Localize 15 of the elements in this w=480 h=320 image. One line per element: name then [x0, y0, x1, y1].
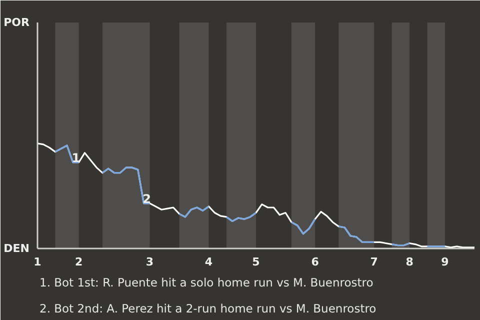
text: POR	[4, 16, 30, 29]
annotation: 2	[142, 192, 151, 206]
text: DEN	[4, 242, 30, 255]
x-tick-label: 9	[441, 256, 449, 268]
x-tick-label: 4	[204, 256, 213, 268]
x-tick-label: 2	[75, 256, 83, 268]
x-tick-label: 6	[311, 256, 320, 268]
text: 2. Bot 2nd: A. Perez hit a 2-run home run vs M. Buenrostro	[40, 302, 376, 316]
x-tick-label: 5	[252, 256, 260, 268]
x-tick-label: 3	[146, 256, 154, 268]
annotation: 1	[72, 150, 80, 165]
text: 1. Bot 1st: R. Puente hit a solo home run vs M. Buenrostro	[40, 276, 374, 290]
x-tick-label: 8	[406, 256, 414, 268]
x-tick-label: 1	[34, 256, 42, 268]
x-tick-label: 7	[370, 256, 378, 268]
